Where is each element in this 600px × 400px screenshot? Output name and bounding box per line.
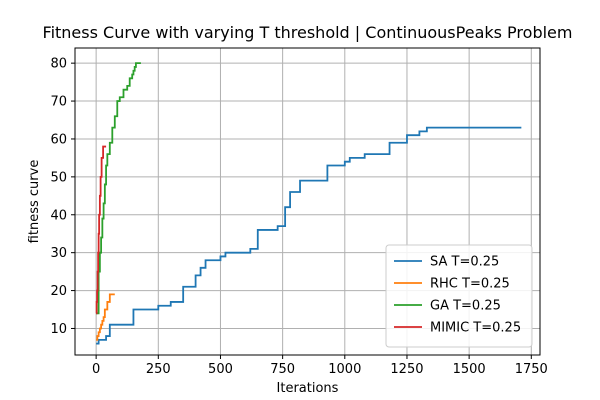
y-tick-label-4: 50	[50, 170, 67, 185]
series-lines-layer	[95, 62, 522, 345]
series-line-sa	[96, 126, 522, 345]
y-tick-label-7: 80	[50, 57, 67, 72]
legend-label-ga: GA T=0.25	[430, 299, 501, 314]
x-tick-label-4: 1000	[328, 362, 361, 377]
y-tick-label-3: 40	[50, 208, 67, 223]
x-tick-label-0: 0	[92, 362, 100, 377]
grid-layer	[75, 48, 540, 355]
x-tick-label-7: 1750	[515, 362, 548, 377]
y-tick-label-1: 20	[50, 284, 67, 299]
y-tick-label-6: 70	[50, 95, 67, 110]
x-tick-label-2: 500	[208, 362, 233, 377]
legend-label-rhc: RHC T=0.25	[430, 277, 510, 292]
x-tick-label-6: 1500	[453, 362, 486, 377]
x-tick-label-5: 1250	[390, 362, 423, 377]
x-tick-label-3: 750	[270, 362, 295, 377]
legend-box	[385, 244, 533, 348]
legend-label-mimic: MIMIC T=0.25	[430, 321, 521, 336]
y-axis-label: fitness curve	[27, 160, 42, 244]
series-line-mimic	[95, 145, 107, 315]
y-tick-label-5: 60	[50, 132, 67, 147]
legend-label-sa: SA T=0.25	[430, 255, 499, 270]
legend: SA T=0.25 RHC T=0.25 GA T=0.25 MIMIC T=0.25	[385, 244, 533, 348]
y-tick-label-2: 30	[50, 246, 67, 261]
ticks-layer: 0 250 500 750 1000 1250 1500 1750 10 20 30 40 50 60 70…	[50, 57, 547, 377]
y-tick-label-0: 10	[50, 322, 67, 337]
series-line-ga	[96, 62, 141, 315]
x-axis-label: Iterations	[277, 381, 339, 396]
series-line-rhc	[96, 293, 115, 341]
x-tick-label-1: 250	[146, 362, 171, 377]
plot-frame	[74, 47, 541, 356]
chart-title: Fitness Curve with varying T threshold |…	[43, 23, 573, 42]
